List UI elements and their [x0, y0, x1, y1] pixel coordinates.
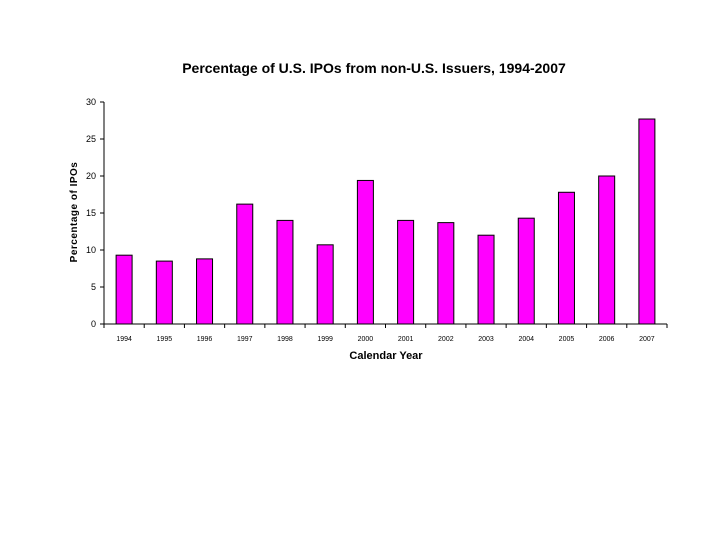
x-tick-label: 2001 [398, 336, 414, 343]
y-tick-label: 20 [86, 171, 96, 181]
bar-1994 [115, 254, 133, 325]
x-tick-label: 2002 [438, 336, 454, 343]
bar-2003 [477, 234, 495, 325]
y-tick-label: 0 [91, 319, 96, 329]
plot-area: 0 5 10 15 20 25 30 1994 1995 1996 1997 1998 1999 2000… [86, 97, 668, 343]
y-axis-label: Percentage of IPOs [69, 162, 80, 263]
x-tick-label: 2000 [358, 336, 374, 343]
x-tick-label: 2005 [559, 336, 575, 343]
x-tick-label: 1995 [157, 336, 173, 343]
bar-2004 [517, 217, 535, 325]
bar-2001 [397, 219, 415, 325]
y-tick-label: 5 [91, 282, 96, 292]
x-tick-label: 1996 [197, 336, 213, 343]
bar-2002 [437, 222, 455, 325]
bar-2005 [557, 191, 575, 325]
y-tick-label: 10 [86, 245, 96, 255]
y-tick-label: 25 [86, 134, 96, 144]
x-tick-label: 1999 [317, 336, 333, 343]
x-tick-label: 2004 [518, 336, 534, 343]
x-axis-label: Calendar Year [349, 350, 423, 362]
x-tick-label: 1997 [237, 336, 253, 343]
bar-1998 [276, 219, 294, 325]
chart-title: Percentage of U.S. IPOs from non-U.S. Is… [182, 60, 566, 76]
bar-2006 [598, 175, 616, 325]
bar-2000 [356, 179, 374, 325]
bar-1996 [196, 258, 214, 325]
x-tick-label: 1994 [116, 336, 132, 343]
y-tick-label: 30 [86, 97, 96, 107]
bar-1999 [316, 244, 334, 325]
bar-1995 [155, 260, 173, 325]
bar-2007 [638, 118, 656, 325]
x-tick-label: 2006 [599, 336, 615, 343]
bar-1997 [236, 203, 254, 325]
x-tick-label: 2003 [478, 336, 494, 343]
x-tick-label: 2007 [639, 336, 655, 343]
y-tick-label: 15 [86, 208, 96, 218]
x-tick-label: 1998 [277, 336, 293, 343]
